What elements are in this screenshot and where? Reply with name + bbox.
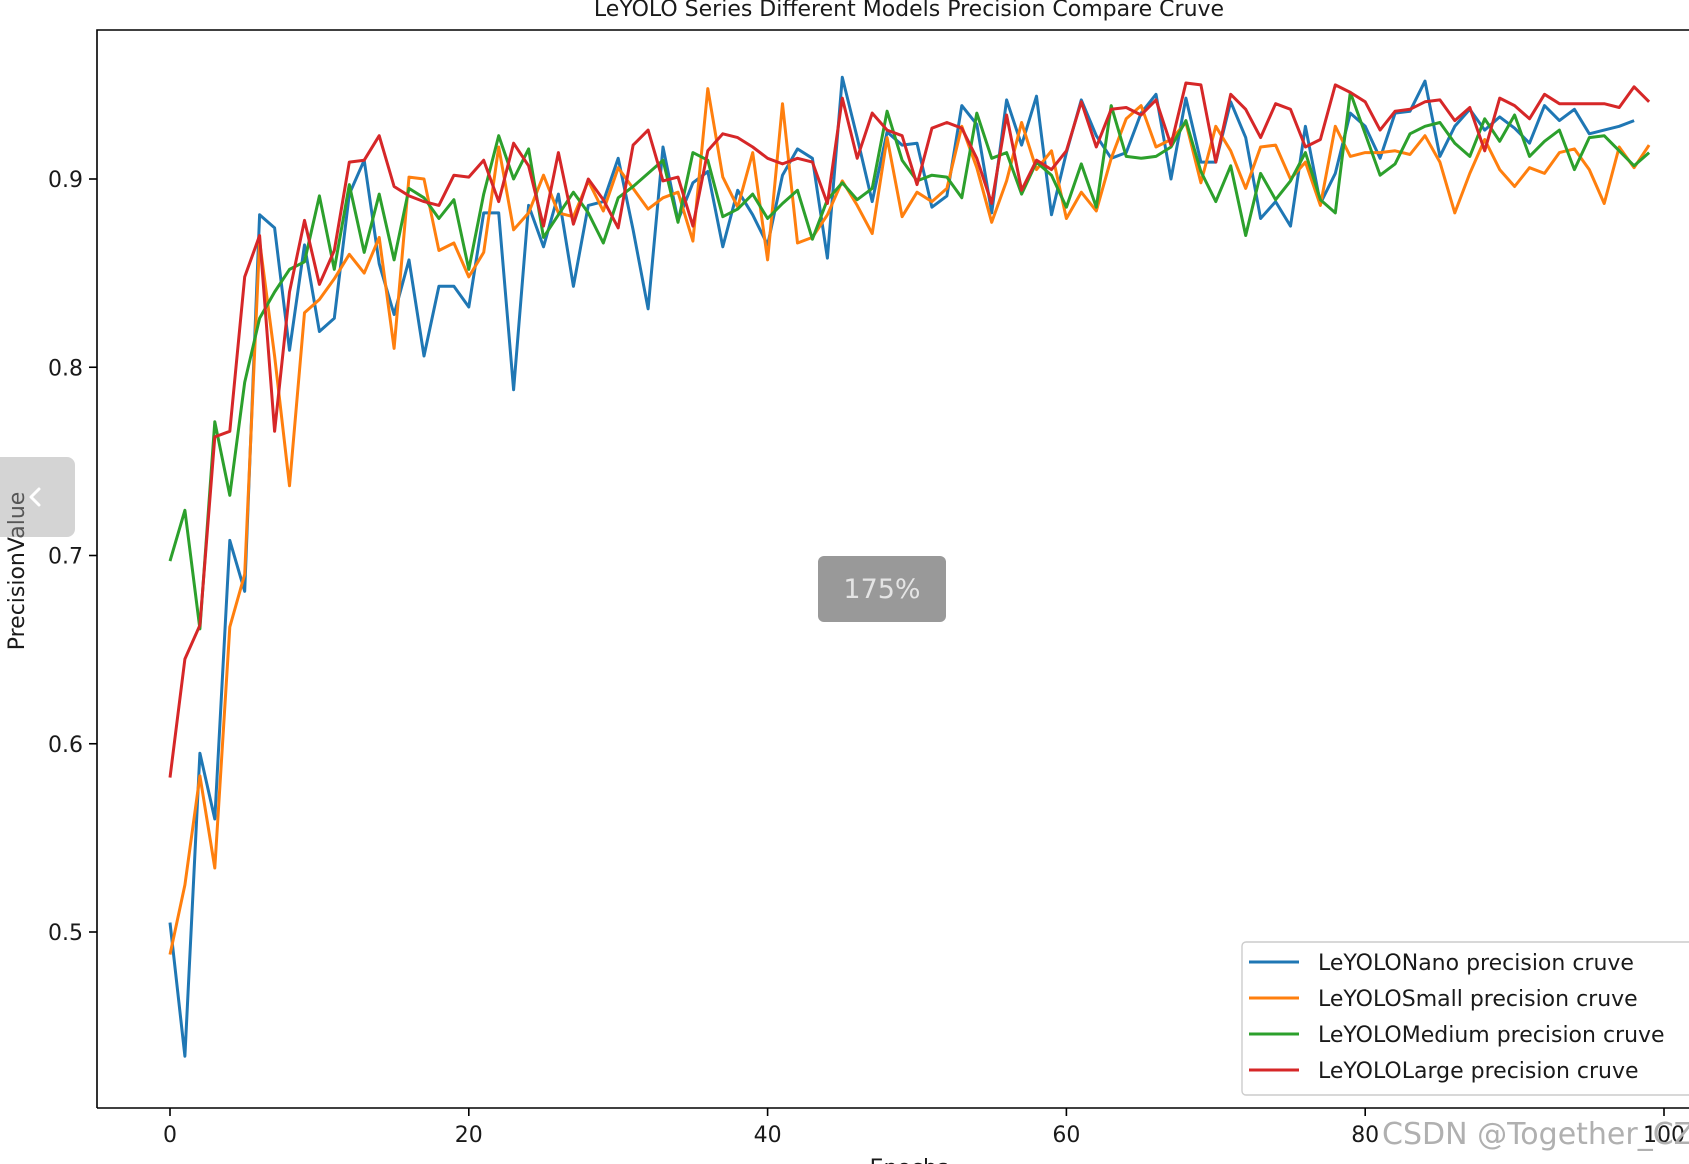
plot-frame: [96, 29, 1689, 1109]
legend-box: [1241, 941, 1689, 1096]
x-tick-label: 80: [1351, 1123, 1379, 1148]
chevron-left-icon: [29, 487, 41, 507]
chart-title: LeYOLO Series Different Models Precision…: [594, 0, 1224, 22]
legend-label: LeYOLOMedium precision cruve: [1318, 1023, 1665, 1048]
x-tick-label: 0: [163, 1123, 177, 1148]
y-tick-label: 0.6: [48, 733, 83, 758]
legend-label: LeYOLONano precision cruve: [1318, 951, 1634, 976]
legend-label: LeYOLOSmall precision cruve: [1318, 987, 1638, 1012]
x-tick-label: 100: [1643, 1123, 1685, 1148]
x-axis: 0 20 40 60 80 100: [163, 1108, 1685, 1148]
watermark: CSDN @Together_CZ: [1382, 1117, 1689, 1152]
series-line-4: [168, 81, 1651, 778]
y-tick-label: 0.8: [48, 356, 83, 381]
x-axis-title: Epochs: [870, 1156, 949, 1164]
legend-label: LeYOLOLarge precision cruve: [1318, 1059, 1639, 1084]
y-axis-title: PrecisionValue: [5, 492, 30, 651]
back-button[interactable]: [0, 457, 75, 537]
series-line-3: [168, 90, 1651, 631]
x-tick-label: 20: [455, 1123, 483, 1148]
zoom-level-badge: 175%: [818, 556, 946, 622]
y-axis: 0.5 0.6 0.7 0.8 0.9: [48, 168, 97, 946]
y-tick-label: 0.9: [48, 168, 83, 193]
x-tick-label: 40: [754, 1123, 782, 1148]
y-tick-label: 0.5: [48, 921, 83, 946]
y-tick-label: 0.7: [48, 545, 83, 570]
series-line-2: [168, 87, 1651, 955]
series-layer: [168, 75, 1651, 1058]
series-line-1: [168, 75, 1635, 1058]
legend: LeYOLONano precision cruve LeYOLOSmall pr…: [1241, 941, 1689, 1096]
x-tick-label: 60: [1052, 1123, 1080, 1148]
